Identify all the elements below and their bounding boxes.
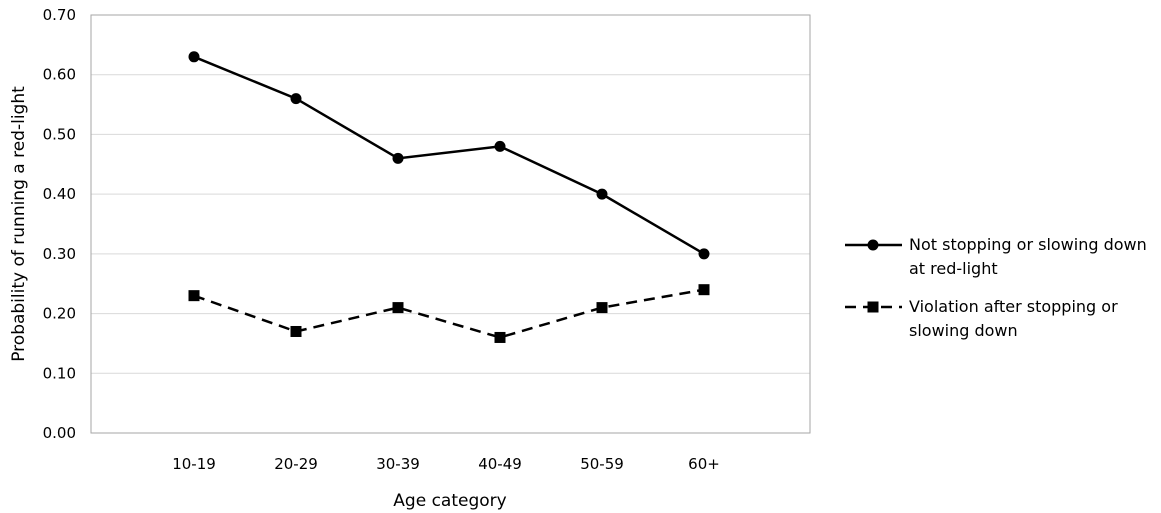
legend-entry: Violation after stopping or slowing down xyxy=(845,297,1118,340)
data-point xyxy=(596,188,608,200)
x-tick-label: 10-19 xyxy=(172,455,216,473)
y-tick-label: 0.30 xyxy=(43,245,76,263)
data-point xyxy=(290,93,302,105)
plot-area-border xyxy=(90,14,811,434)
legend-label: Not stopping or slowing down xyxy=(909,235,1147,254)
x-tick-label: 30-39 xyxy=(376,455,420,473)
x-tick-label: 60+ xyxy=(688,455,720,473)
y-tick-label: 0.60 xyxy=(43,66,76,84)
y-tick-label: 0.10 xyxy=(43,364,76,382)
y-tick-label: 0.40 xyxy=(43,185,76,203)
x-axis-tick-labels: 10-19 20-29 30-39 40-49 50-59 60+ xyxy=(172,455,720,473)
x-tick-label: 40-49 xyxy=(478,455,522,473)
legend-swatch-marker xyxy=(867,301,879,313)
x-axis-title: Age category xyxy=(393,491,506,511)
data-point xyxy=(494,140,506,152)
data-point xyxy=(698,248,710,260)
legend-entry: Not stopping or slowing down at red-light xyxy=(845,235,1147,278)
data-point xyxy=(596,302,608,314)
data-point xyxy=(188,290,200,302)
data-point xyxy=(494,331,506,343)
data-point xyxy=(392,302,404,314)
x-tick-label: 50-59 xyxy=(580,455,624,473)
legend-label: Violation after stopping or xyxy=(909,297,1118,316)
series-line xyxy=(193,55,705,255)
legend-label: at red-light xyxy=(909,259,998,278)
series-2 xyxy=(188,284,710,343)
y-axis-tick-labels: 0.00 0.10 0.20 0.30 0.40 0.50 0.60 0.70 xyxy=(43,6,76,442)
data-point xyxy=(290,325,302,337)
gridlines xyxy=(91,74,810,374)
series-line xyxy=(193,288,705,339)
data-point xyxy=(698,284,710,296)
y-tick-label: 0.70 xyxy=(43,6,76,24)
y-tick-label: 0.50 xyxy=(43,125,76,143)
legend-label: slowing down xyxy=(909,321,1018,340)
y-tick-label: 0.20 xyxy=(43,305,76,323)
x-tick-label: 20-29 xyxy=(274,455,318,473)
y-axis-title: Probability of running a red-light xyxy=(9,86,29,362)
data-point xyxy=(188,51,200,63)
data-point xyxy=(392,152,404,164)
legend-swatch-marker xyxy=(867,239,879,251)
legend: Not stopping or slowing down at red-light… xyxy=(845,235,1147,340)
series-1 xyxy=(188,51,710,260)
series-layer xyxy=(188,51,710,343)
y-tick-label: 0.00 xyxy=(43,424,76,442)
